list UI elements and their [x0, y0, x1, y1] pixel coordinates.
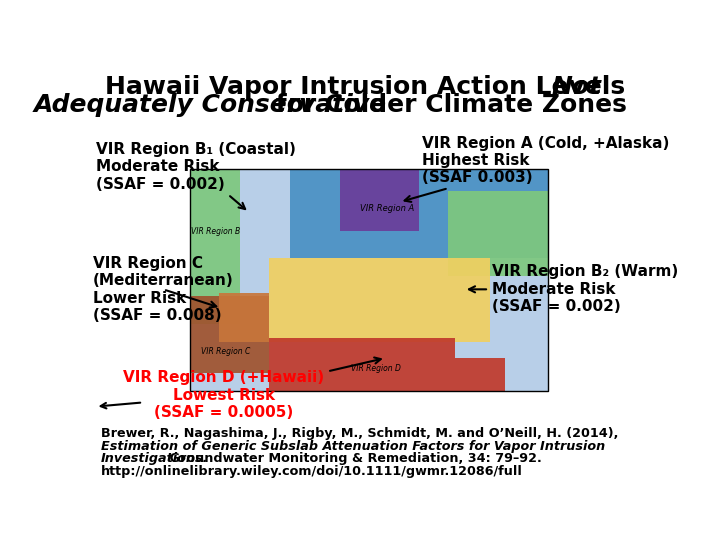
Text: for Colder Climate Zones: for Colder Climate Zones — [267, 93, 627, 117]
Bar — [190, 295, 269, 373]
Bar — [290, 168, 548, 258]
Text: Hawaii Vapor Intrusion Action Levels: Hawaii Vapor Intrusion Action Levels — [104, 75, 634, 99]
Text: VIR Region C: VIR Region C — [202, 347, 251, 356]
Text: Adequately Conservative: Adequately Conservative — [33, 93, 387, 117]
Bar — [269, 258, 490, 342]
Bar — [190, 168, 548, 391]
Text: VIR Region A: VIR Region A — [360, 204, 414, 213]
Text: VIR Region D (+Hawaii)
Lowest Risk
(SSAF = 0.0005): VIR Region D (+Hawaii) Lowest Risk (SSAF… — [123, 357, 381, 420]
Text: VIR Region B₁ (Coastal)
Moderate Risk
(SSAF = 0.002): VIR Region B₁ (Coastal) Moderate Risk (S… — [96, 142, 295, 209]
Bar — [341, 168, 419, 231]
Text: http://onlinelibrary.wiley.com/doi/10.1111/gwmr.12086/full: http://onlinelibrary.wiley.com/doi/10.11… — [101, 465, 523, 478]
Text: VIR Region D: VIR Region D — [351, 364, 401, 374]
Text: VIR Region B₂ (Warm)
Moderate Risk
(SSAF = 0.002): VIR Region B₂ (Warm) Moderate Risk (SSAF… — [469, 265, 678, 314]
Text: Investigations.: Investigations. — [101, 453, 209, 465]
Bar — [219, 293, 269, 342]
Text: Brewer, R., Nagashima, J., Rigby, M., Schmidt, M. and O’Neill, H. (2014),: Brewer, R., Nagashima, J., Rigby, M., Sc… — [101, 427, 618, 441]
Text: Groundwater Monitoring & Remediation, 34: 79–92.: Groundwater Monitoring & Remediation, 34… — [166, 453, 542, 465]
Bar — [190, 168, 548, 391]
Bar — [190, 168, 240, 325]
Text: Not: Not — [552, 75, 602, 99]
Text: Estimation of Generic Subslab Attenuation Factors for Vapor Intrusion: Estimation of Generic Subslab Attenuatio… — [101, 440, 606, 453]
Text: VIR Region A (Cold, +Alaska)
Highest Risk
(SSAF 0.003): VIR Region A (Cold, +Alaska) Highest Ris… — [405, 136, 670, 202]
Bar — [448, 191, 548, 275]
Bar — [269, 338, 455, 391]
Bar — [455, 358, 505, 391]
Text: VIR Region C
(Mediterranean)
Lower Risk
(SSAF = 0.008): VIR Region C (Mediterranean) Lower Risk … — [93, 256, 233, 323]
Text: VIR Region B: VIR Region B — [191, 227, 240, 235]
